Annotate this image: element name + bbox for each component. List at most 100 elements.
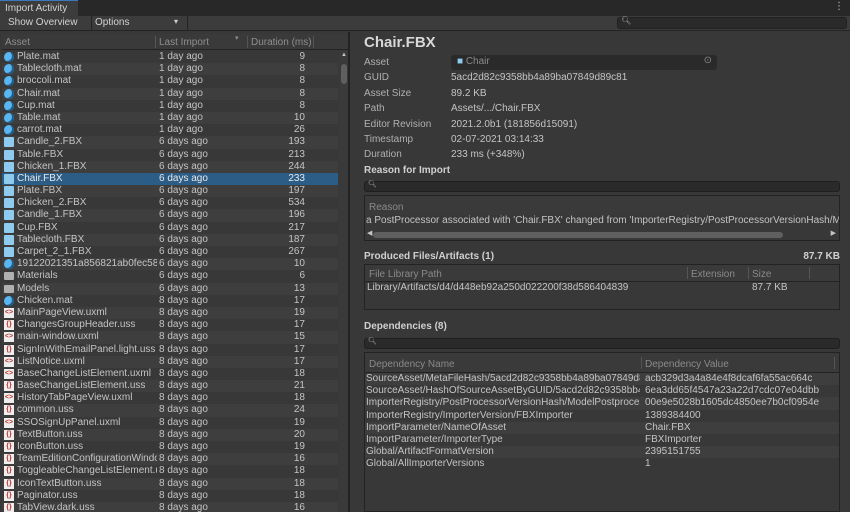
table-row[interactable]: {} TabView.dark.uss 8 days ago 16 [2,501,338,512]
asset-name: Candle_1.FBX [17,209,83,221]
table-row[interactable]: Materials 6 days ago 6 [2,270,338,282]
dependency-row[interactable]: ImportParameter/NameOfAsset Chair.FBX [365,421,839,434]
dependency-row[interactable]: Global/ArtifactFormatVersion 2395151755 [365,446,839,459]
mat-file-icon [4,100,14,111]
table-row[interactable]: {} ChangesGroupHeader.uss 8 days ago 17 [2,319,338,331]
dependency-row[interactable]: ImporterRegistry/PostProcessorVersionHas… [365,397,839,410]
object-picker-icon[interactable]: ⊙ [703,55,712,66]
asset-name: main-window.uxml [17,331,99,343]
asset-name: ChangesGroupHeader.uss [17,319,136,331]
last-import: 8 days ago [159,416,208,428]
dependency-row[interactable]: SourceAsset/MetaFileHash/5acd2d82c9358bb… [365,373,839,386]
table-row[interactable]: {} IconTextButton.uss 8 days ago 18 [2,477,338,490]
table-row[interactable]: Plate.mat 1 day ago 9 [2,51,338,63]
duration: 6 [299,270,305,282]
asset-list-panel: Asset Last Import ▾ Duration (ms) Plate.… [0,32,350,512]
table-row[interactable]: <> HistoryTabPageView.uxml 8 days ago 18 [2,392,338,404]
search-icon: 🔍︎ [368,338,377,345]
table-row[interactable]: Chair.mat 1 day ago 8 [2,87,338,100]
column-last-import[interactable]: Last Import [159,37,210,48]
table-row[interactable]: {} BaseChangeListElement.uss 8 days ago … [2,380,338,393]
table-row[interactable]: Table.FBX 6 days ago 213 [2,149,338,161]
table-row[interactable]: <> MainPageView.uxml 8 days ago 19 [2,306,338,320]
scroll-up-icon[interactable]: ▲ [341,52,347,58]
asset-name: Chair.mat [17,87,60,99]
table-row[interactable]: Carpet_2_1.FBX 6 days ago 267 [2,246,338,258]
mat-file-icon [4,295,14,306]
column-dependency-name[interactable]: Dependency Name [369,359,455,370]
uss-file-icon: {} [4,442,14,452]
last-import: 1 day ago [159,111,203,123]
dependencies-search-input[interactable]: 🔍︎ [364,338,840,349]
table-row[interactable]: Table.mat 1 day ago 10 [2,111,338,125]
asset-object-field[interactable]: ■ Chair ⊙ [451,55,717,70]
table-row[interactable]: <> BaseChangeListElement.uxml 8 days ago… [2,368,338,380]
tab-import-activity[interactable]: Import Activity [0,0,78,16]
table-row[interactable]: <> main-window.uxml 8 days ago 15 [2,331,338,344]
table-row[interactable]: Models 6 days ago 13 [2,282,338,295]
column-dependency-value[interactable]: Dependency Value [645,359,729,370]
uxml-file-icon: <> [4,356,14,367]
table-row[interactable]: {} Paginator.uss 8 days ago 18 [2,490,338,502]
table-row[interactable]: Cup.FBX 6 days ago 217 [2,222,338,234]
table-row[interactable]: {} ToggleableChangeListElement.uss 8 day… [2,465,338,477]
table-row[interactable]: <> ListNotice.uxml 8 days ago 17 [2,355,338,368]
last-import: 8 days ago [159,441,208,452]
dependency-row[interactable]: Global/AllImporterVersions 1 [365,458,839,470]
table-row[interactable]: Tablecloth.mat 1 day ago 8 [2,63,338,76]
table-row[interactable]: Candle_1.FBX 6 days ago 196 [2,209,338,222]
column-size[interactable]: Size [752,269,772,280]
column-duration[interactable]: Duration (ms) [251,37,312,48]
table-row[interactable]: Candle_2.FBX 6 days ago 193 [2,136,338,149]
duration: 18 [293,465,305,477]
kebab-menu-icon[interactable]: ⋮ [834,1,844,12]
table-row[interactable]: {} TextButton.uss 8 days ago 20 [2,428,338,441]
reason-search-input[interactable]: 🔍︎ [364,181,840,192]
vertical-scrollbar[interactable]: ▲ [339,51,348,511]
last-import: 8 days ago [159,367,208,379]
table-row[interactable]: <> SSOSignUpPanel.uxml 8 days ago 19 [2,417,338,429]
asset-name: TabView.dark.uss [17,501,95,512]
dependency-name: ImporterRegistry/ImporterVersion/FBXImpo… [366,409,573,421]
column-extension[interactable]: Extension [691,269,735,280]
table-row[interactable]: {} IconButton.uss 8 days ago 19 [2,441,338,453]
dependency-row[interactable]: SourceAsset/HashOfSourceAssetByGUID/5acd… [365,385,839,397]
last-import: 8 days ago [159,465,208,477]
table-row[interactable]: Tablecloth.FBX 6 days ago 187 [2,233,338,246]
table-row[interactable]: Chicken.mat 8 days ago 17 [2,295,338,307]
property-value: Assets/.../Chair.FBX [451,103,541,115]
fbx-file-icon [4,186,14,197]
duration: 13 [293,282,305,294]
table-row[interactable]: broccoli.mat 1 day ago 8 [2,75,338,87]
duration: 18 [293,477,305,489]
property-value: 5acd2d82c9358bb4a89ba07849d89c81 [451,72,628,84]
dependency-row[interactable]: ImporterRegistry/ImporterVersion/FBXImpo… [365,410,839,422]
table-row[interactable]: {} TeamEditionConfigurationWindow 8 days… [2,453,338,466]
table-row[interactable]: Chicken_1.FBX 6 days ago 244 [2,160,338,173]
show-overview-button[interactable]: Show Overview [0,16,92,31]
table-row[interactable]: Cup.mat 1 day ago 8 [2,100,338,112]
artifact-row[interactable]: Library/Artifacts/d4/d448eb92a250d022200… [365,282,839,294]
column-asset[interactable]: Asset [5,37,31,48]
scroll-left-icon[interactable]: ◀ [367,230,373,237]
scrollbar-thumb[interactable] [341,64,347,84]
table-row[interactable]: Chicken_2.FBX 6 days ago 534 [2,197,338,209]
scroll-right-icon[interactable]: ▶ [830,230,836,237]
search-input[interactable]: 🔍︎ [617,16,847,29]
artifacts-total-size: 87.7 KB [803,251,840,262]
dependency-value: 00e9e5028b1605dc4850ee7b0cf0954e [645,397,820,409]
table-row[interactable]: {} common.uss 8 days ago 24 [2,404,338,417]
dependency-row[interactable]: ImportParameter/ImporterType FBXImporter [365,434,839,446]
duration: 17 [293,343,305,355]
options-dropdown[interactable]: Options ▾ [92,16,188,31]
table-row[interactable]: 19122021351a856821ab0fec58 6 days ago 10 [2,258,338,271]
horizontal-scrollbar-thumb[interactable] [373,232,783,238]
fbx-file-icon [4,173,14,184]
search-icon: 🔍︎ [368,181,377,188]
table-row[interactable]: {} SignInWithEmailPanel.light.uss 8 days… [2,344,338,356]
table-row[interactable]: Chair.FBX 6 days ago 233 [2,172,338,186]
table-row[interactable]: carrot.mat 1 day ago 26 [2,124,338,136]
table-row[interactable]: Plate.FBX 6 days ago 197 [2,185,338,198]
column-file-library-path[interactable]: File Library Path [369,269,442,280]
uxml-file-icon: <> [4,393,14,404]
